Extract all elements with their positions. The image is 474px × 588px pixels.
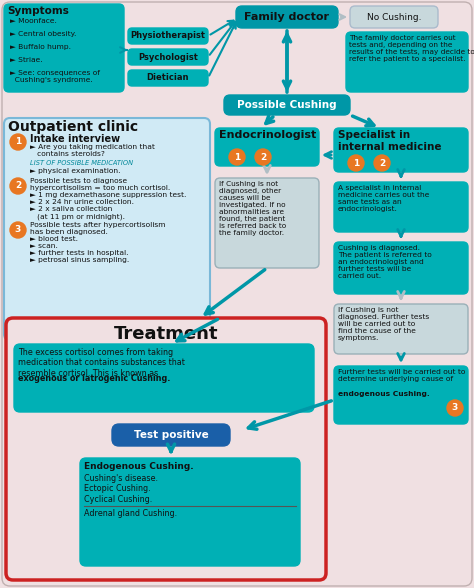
FancyBboxPatch shape [14,344,314,412]
Circle shape [447,400,463,416]
FancyBboxPatch shape [334,242,468,294]
FancyBboxPatch shape [4,4,124,92]
Text: Specialist in
internal medicine: Specialist in internal medicine [338,130,441,152]
Text: 3: 3 [452,403,458,413]
Text: endogenous Cushing.: endogenous Cushing. [338,391,430,397]
Text: The family doctor carries out
tests and, depending on the
results of the tests, : The family doctor carries out tests and,… [349,35,474,62]
Text: Cushing is diagnosed.
The patient is referred to
an endocrinologist and
further : Cushing is diagnosed. The patient is ref… [338,245,432,279]
Text: Possible tests to diagnose
hypercortisolism = too much cortisol.: Possible tests to diagnose hypercortisol… [30,178,170,191]
FancyBboxPatch shape [6,318,326,580]
Circle shape [10,222,26,238]
Text: exogenous or iatrogenic Cushing.: exogenous or iatrogenic Cushing. [18,374,170,383]
FancyBboxPatch shape [224,95,350,115]
Text: A specialist in internal
medicine carries out the
same tests as an
endocrinologi: A specialist in internal medicine carrie… [338,185,429,212]
FancyBboxPatch shape [350,6,438,28]
Circle shape [255,149,271,165]
Text: Possible tests after hypercortisolism
has been diagnosed.: Possible tests after hypercortisolism ha… [30,222,165,235]
Text: ► 1 mg dexamethasone suppression test.
► 2 x 24 hr urine collection.
► 2 x saliv: ► 1 mg dexamethasone suppression test. ►… [30,192,186,219]
Circle shape [10,134,26,150]
Text: ► Buffalo hump.: ► Buffalo hump. [10,44,71,50]
Text: ► Moonface.: ► Moonface. [10,18,57,24]
Text: Endocrinologist: Endocrinologist [219,130,316,140]
Text: LIST OF POSSIBLE MEDICATION: LIST OF POSSIBLE MEDICATION [30,160,133,166]
FancyBboxPatch shape [4,118,210,340]
FancyBboxPatch shape [128,70,208,86]
FancyBboxPatch shape [128,28,208,44]
Text: Outpatient clinic: Outpatient clinic [8,120,138,134]
Text: The excess cortisol comes from taking
medication that contains substances that
r: The excess cortisol comes from taking me… [18,348,185,378]
Text: ► physical examination.: ► physical examination. [30,168,120,174]
Text: Further tests will be carried out to
determine underlying cause of: Further tests will be carried out to det… [338,369,465,382]
Text: Endogenous Cushing.: Endogenous Cushing. [84,462,193,471]
Text: Psychologist: Psychologist [138,52,198,62]
Text: ► Central obesity.: ► Central obesity. [10,31,76,37]
Text: 1: 1 [234,152,240,162]
Text: ► blood test.
► scan.
► further tests in hospital.
► petrosal sinus sampling.: ► blood test. ► scan. ► further tests in… [30,236,129,263]
Text: ► Are you taking medication that
   contains steroids?: ► Are you taking medication that contain… [30,144,155,157]
Text: 1: 1 [353,159,359,168]
FancyBboxPatch shape [215,128,319,166]
Text: Dietician: Dietician [147,74,189,82]
Circle shape [374,155,390,171]
Text: 2: 2 [379,159,385,168]
Text: Test positive: Test positive [134,430,209,440]
Text: If Cushing is not
diagnosed, other
causes will be
investigated. If no
abnormalit: If Cushing is not diagnosed, other cause… [219,181,286,236]
Text: Family doctor: Family doctor [245,12,329,22]
FancyBboxPatch shape [112,424,230,446]
FancyBboxPatch shape [334,128,468,172]
Circle shape [348,155,364,171]
Circle shape [10,178,26,194]
FancyBboxPatch shape [334,182,468,232]
FancyBboxPatch shape [215,178,319,268]
Text: 2: 2 [260,152,266,162]
FancyBboxPatch shape [334,304,468,354]
Text: ► Striae.: ► Striae. [10,57,43,63]
Text: Intake interview: Intake interview [30,134,120,144]
Text: No Cushing.: No Cushing. [367,12,421,22]
FancyBboxPatch shape [236,6,338,28]
Text: Adrenal gland Cushing.: Adrenal gland Cushing. [84,509,177,518]
Text: 1: 1 [15,138,21,146]
Circle shape [229,149,245,165]
FancyBboxPatch shape [128,49,208,65]
Text: Possible Cushing: Possible Cushing [237,100,337,110]
FancyBboxPatch shape [80,458,300,566]
Text: ► See: consequences of
  Cushing's syndrome.: ► See: consequences of Cushing's syndrom… [10,70,100,83]
Text: Cushing's disease.
Ectopic Cushing.
Cyclical Cushing.: Cushing's disease. Ectopic Cushing. Cycl… [84,474,158,504]
Text: 2: 2 [15,182,21,191]
FancyBboxPatch shape [334,366,468,424]
Text: Treatment: Treatment [114,325,218,343]
Text: 3: 3 [15,226,21,235]
Text: Physiotherapist: Physiotherapist [130,32,206,41]
Text: Symptoms: Symptoms [7,6,69,16]
Text: If Cushing is not
diagnosed. Further tests
will be carried out to
find the cause: If Cushing is not diagnosed. Further tes… [338,307,429,341]
FancyBboxPatch shape [346,32,468,92]
